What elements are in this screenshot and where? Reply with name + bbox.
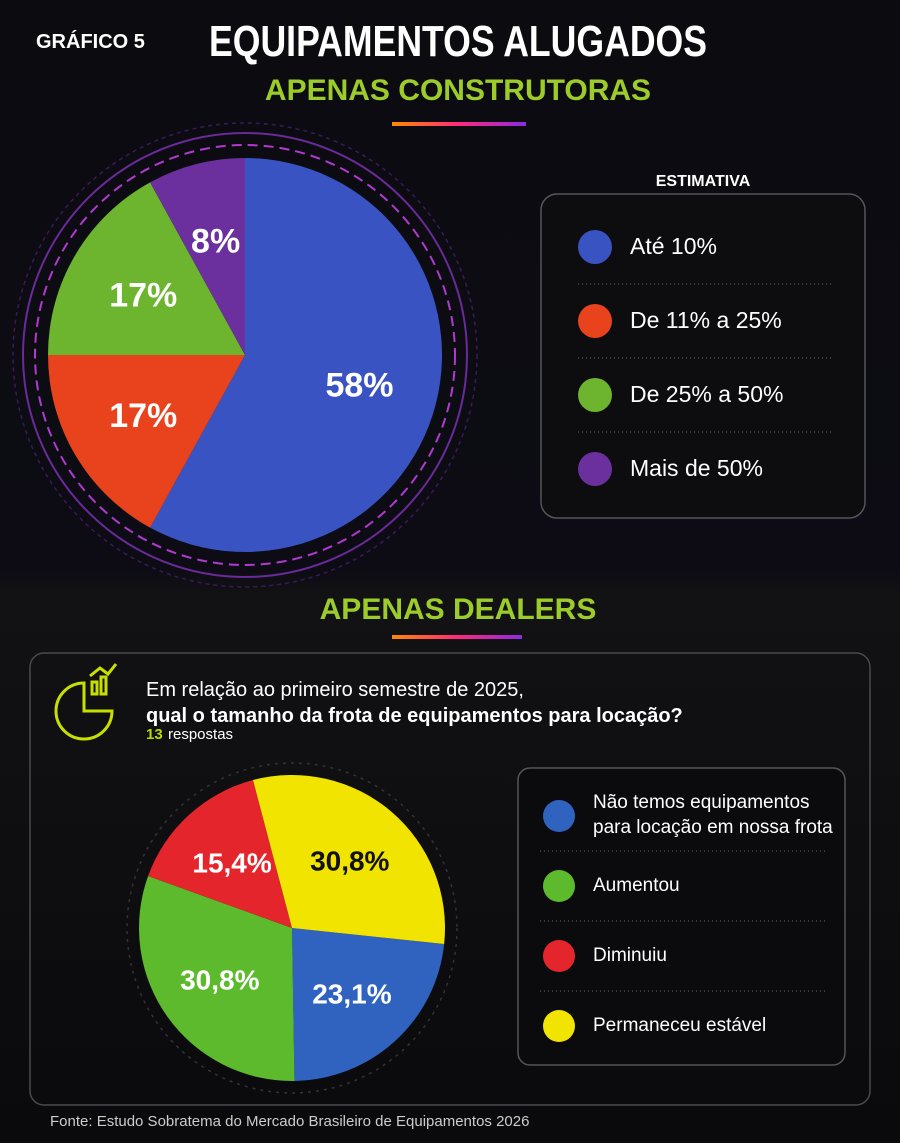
question: Em relação ao primeiro semestre de 2025, xyxy=(146,679,524,701)
question: qual o tamanho da frota de equipamentos … xyxy=(146,705,683,727)
title-underline xyxy=(392,122,526,126)
legend-item: De 11% a 25% xyxy=(578,291,890,351)
legend-label: Aumentou xyxy=(593,874,680,896)
legend-marker xyxy=(578,304,612,338)
pie-slice xyxy=(138,876,295,1081)
legend-item: Não temos equipamentos para locação em n… xyxy=(543,786,833,846)
pie-slice xyxy=(292,928,445,1081)
legend-label: Não temos equipamentos para locação em n… xyxy=(593,792,833,838)
legend-label: Diminuiu xyxy=(593,944,667,966)
legend-marker xyxy=(543,940,575,972)
legend-box xyxy=(517,767,846,1066)
chart-title: APENAS CONSTRUTORAS xyxy=(265,74,651,107)
legend-title: ESTIMATIVA xyxy=(656,173,751,190)
legend-marker xyxy=(543,1010,575,1042)
pie-slice xyxy=(150,158,442,552)
title-underline xyxy=(392,635,522,639)
main-title: EQUIPAMENTOS ALUGADOS xyxy=(209,17,707,66)
chart-icon xyxy=(54,663,118,741)
legend-marker xyxy=(578,230,612,264)
pie-slice xyxy=(48,355,245,528)
legend-label: Permaneceu estável xyxy=(593,1014,767,1036)
data-label: 30,8% xyxy=(180,964,259,995)
legend-label: De 25% a 50% xyxy=(630,381,784,408)
legend-marker xyxy=(578,378,612,412)
legend-item: De 25% a 50% xyxy=(578,365,890,425)
pie-slice xyxy=(150,158,245,355)
legend-item: Aumentou xyxy=(543,856,833,916)
legend-item: Até 10% xyxy=(578,217,890,277)
ring xyxy=(126,762,458,1094)
data-label: 15,4% xyxy=(192,847,271,878)
data-label: 58% xyxy=(325,366,393,404)
pie-slice xyxy=(48,182,245,355)
data-label: 23,1% xyxy=(312,978,391,1009)
ring xyxy=(12,122,478,588)
responses-count: 13 xyxy=(146,726,163,743)
pie-slice xyxy=(148,780,292,928)
legend-item: Mais de 50% xyxy=(578,439,890,499)
legend-label: Até 10% xyxy=(630,233,717,260)
source: Fonte: Estudo Sobratema do Mercado Brasi… xyxy=(50,1113,530,1130)
legend-item: Permaneceu estável xyxy=(543,996,833,1056)
question-box xyxy=(29,652,871,1106)
ring xyxy=(34,144,456,566)
chart-title: APENAS DEALERS xyxy=(320,593,597,626)
legend-label: Mais de 50% xyxy=(630,455,763,482)
data-label: 30,8% xyxy=(310,845,389,876)
legend-box xyxy=(540,193,866,519)
legend-label: De 11% a 25% xyxy=(630,307,782,334)
data-label: 8% xyxy=(191,222,240,260)
figure-label: GRÁFICO 5 xyxy=(36,30,145,53)
responses-label: respostas xyxy=(168,726,233,743)
legend-item: Diminuiu xyxy=(543,926,833,986)
data-label: 17% xyxy=(109,277,177,315)
data-label: 17% xyxy=(109,397,177,435)
legend-marker xyxy=(578,452,612,486)
pie-slice xyxy=(252,775,446,944)
legend-marker xyxy=(543,870,575,902)
legend-marker xyxy=(543,800,575,832)
ring xyxy=(22,132,468,578)
